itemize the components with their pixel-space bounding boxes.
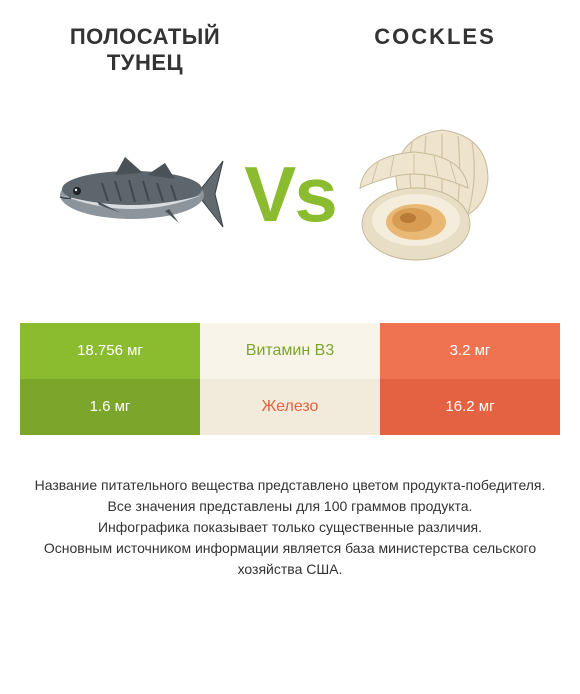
left-product-title: Полосатый тунец xyxy=(30,24,260,77)
nutrient-label: Витамин B3 xyxy=(200,323,380,379)
footnote: Название питательного вещества представл… xyxy=(20,475,560,580)
footnote-line: Основным источником информации является … xyxy=(30,538,550,580)
comparison-table: 18.756 мгВитамин B33.2 мг1.6 мгЖелезо16.… xyxy=(20,323,560,435)
tuna-image xyxy=(30,149,244,239)
table-row: 18.756 мгВитамин B33.2 мг xyxy=(20,323,560,379)
cockles-image xyxy=(336,124,550,264)
right-product-title: Cockles xyxy=(320,24,550,50)
footnote-line: Все значения представлены для 100 граммо… xyxy=(30,496,550,517)
nutrient-label: Железо xyxy=(200,379,380,435)
left-value: 18.756 мг xyxy=(20,323,200,379)
right-value: 3.2 мг xyxy=(380,323,560,379)
footnote-line: Название питательного вещества представл… xyxy=(30,475,550,496)
title-row: Полосатый тунец Cockles xyxy=(20,24,560,77)
left-value: 1.6 мг xyxy=(20,379,200,435)
vs-label: Vs xyxy=(244,155,335,233)
right-value: 16.2 мг xyxy=(380,379,560,435)
table-row: 1.6 мгЖелезо16.2 мг xyxy=(20,379,560,435)
footnote-line: Инфографика показывает только существенн… xyxy=(30,517,550,538)
images-row: Vs xyxy=(30,109,550,279)
